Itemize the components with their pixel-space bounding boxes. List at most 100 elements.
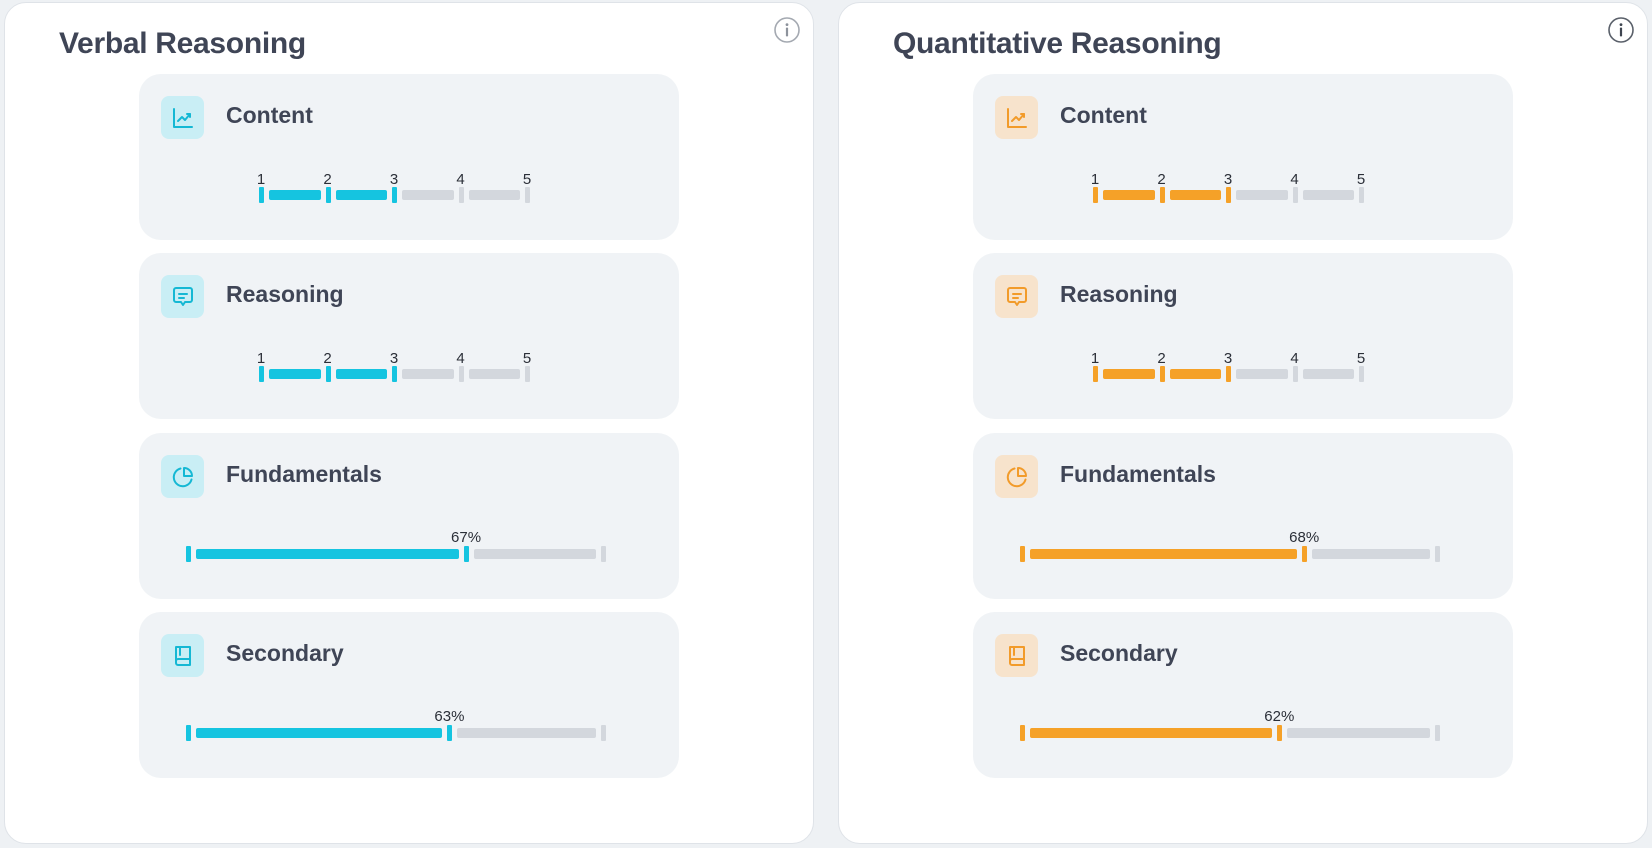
pie-chart-icon (995, 455, 1038, 498)
scale-tick (392, 187, 397, 203)
level-segment (1103, 369, 1155, 379)
card-secondary: Secondary 63% (139, 612, 679, 778)
scale-label: 3 (389, 350, 399, 367)
bar-end-tick (601, 546, 606, 562)
bar-start-tick (186, 725, 191, 741)
card-title: Content (226, 102, 313, 128)
scale-tick (1292, 366, 1298, 382)
scale-label: 3 (1223, 350, 1233, 367)
scale-tick (1093, 187, 1098, 203)
scale-tick (525, 366, 530, 382)
chat-bubble-icon (995, 275, 1038, 318)
percent-label: 63% (434, 708, 465, 725)
scale-tick (325, 187, 331, 203)
card-title: Secondary (1060, 640, 1178, 666)
level-segment (1302, 190, 1354, 200)
scale-label: 1 (1090, 350, 1100, 367)
bar-remaining (474, 549, 596, 559)
scale-tick (1159, 366, 1165, 382)
scale-label: 1 (256, 350, 266, 367)
scale-tick (458, 187, 464, 203)
pie-chart-icon (161, 455, 204, 498)
level-segment (1236, 190, 1288, 200)
card-title: Fundamentals (1060, 461, 1216, 487)
level-segment (402, 190, 454, 200)
bar-remaining (1312, 549, 1430, 559)
scale-tick (1359, 187, 1364, 203)
info-icon[interactable] (1607, 16, 1635, 44)
scale-tick (392, 366, 397, 382)
bar-start-tick (1020, 546, 1025, 562)
scale-label: 4 (456, 171, 465, 188)
bar-start-tick (186, 546, 191, 562)
scale-tick (458, 366, 464, 382)
bar-remaining (1287, 728, 1430, 738)
level-segment (1169, 190, 1221, 200)
level-segment (1103, 190, 1155, 200)
level-segment (335, 369, 387, 379)
bar-fill (1030, 728, 1273, 738)
scale-tick (1292, 187, 1298, 203)
scale-tick (325, 366, 331, 382)
card-title: Content (1060, 102, 1147, 128)
card-secondary: Secondary 62% (973, 612, 1513, 778)
card-title: Fundamentals (226, 461, 382, 487)
scale-tick (1359, 366, 1364, 382)
scale-label: 4 (1290, 171, 1299, 188)
level-segment (269, 369, 321, 379)
level-segment (1236, 369, 1288, 379)
scale-tick (1226, 187, 1231, 203)
level-segment (335, 190, 387, 200)
scale-label: 4 (1290, 350, 1299, 367)
bar-end-tick (601, 725, 606, 741)
info-icon[interactable] (773, 16, 801, 44)
bar-start-tick (1020, 725, 1025, 741)
value-marker (464, 546, 470, 562)
book-icon (161, 634, 204, 677)
line-chart-icon (161, 96, 204, 139)
card-fundamentals: Fundamentals 68% (973, 433, 1513, 599)
scale-label: 4 (456, 350, 465, 367)
scale-label: 3 (1223, 171, 1233, 188)
bar-end-tick (1435, 546, 1440, 562)
scale-label: 2 (323, 171, 332, 188)
verbal-reasoning-panel: Verbal Reasoning Content 1 2 3 4 5 Reasoning… (4, 2, 814, 844)
scale-label: 3 (389, 171, 399, 188)
card-title: Reasoning (226, 281, 344, 307)
card-reasoning: Reasoning 1 2 3 4 5 (139, 253, 679, 419)
scale-label: 1 (256, 171, 266, 188)
quantitative-reasoning-panel: Quantitative Reasoning Content 1 2 3 4 5 Rea… (838, 2, 1648, 844)
scale-tick (259, 187, 264, 203)
scale-tick (1226, 366, 1231, 382)
level-segment (402, 369, 454, 379)
chat-bubble-icon (161, 275, 204, 318)
scale-label: 2 (323, 350, 332, 367)
level-segment (468, 190, 520, 200)
value-marker (1302, 546, 1308, 562)
scale-label: 5 (1356, 350, 1366, 367)
scale-tick (1093, 366, 1098, 382)
percent-label: 62% (1264, 708, 1295, 725)
scale-tick (1159, 187, 1165, 203)
bar-remaining (457, 728, 596, 738)
bar-fill (196, 549, 460, 559)
scale-label: 1 (1090, 171, 1100, 188)
value-marker (1277, 725, 1283, 741)
level-segment (468, 369, 520, 379)
percent-label: 68% (1289, 529, 1320, 546)
bar-fill (1030, 549, 1298, 559)
scale-label: 5 (522, 171, 532, 188)
scale-tick (259, 366, 264, 382)
scale-label: 2 (1157, 350, 1166, 367)
scale-label: 2 (1157, 171, 1166, 188)
scale-tick (525, 187, 530, 203)
level-segment (1302, 369, 1354, 379)
scale-label: 5 (522, 350, 532, 367)
level-segment (1169, 369, 1221, 379)
panel-title: Verbal Reasoning (59, 27, 306, 60)
line-chart-icon (995, 96, 1038, 139)
card-title: Secondary (226, 640, 344, 666)
level-segment (269, 190, 321, 200)
scale-label: 5 (1356, 171, 1366, 188)
bar-end-tick (1435, 725, 1440, 741)
